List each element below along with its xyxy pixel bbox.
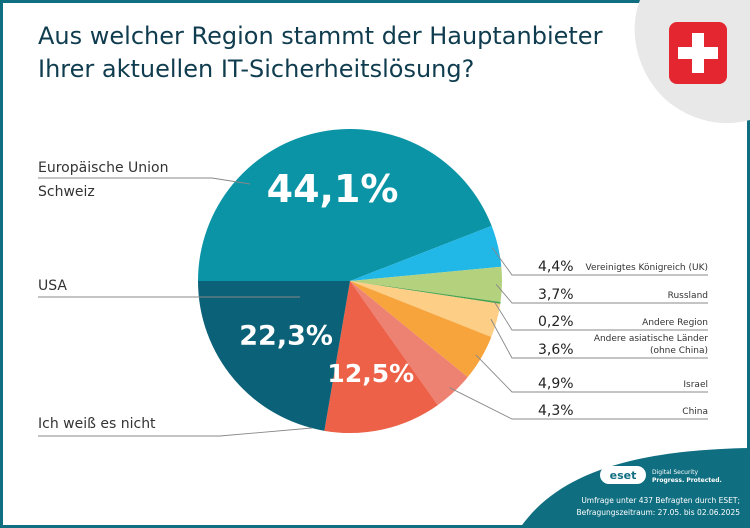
leader-line-china [449,387,708,420]
footer-band [520,448,750,528]
slice-value-schweiz: 44,1% [267,167,399,211]
leader-line-andere-asiatische-laender-ohne-china [490,318,708,359]
eset-tagline-1: Digital Security [652,469,698,476]
swiss-flag-icon [669,22,727,84]
pie-slice-andere-region [350,281,501,304]
legend-name-vereinigtes-koenigreich-uk: Vereinigtes Königreich (UK) [585,263,708,273]
legend-name-schweiz: Schweiz [38,184,95,200]
legend-value-andere-asiatische-laender-ohne-china: 3,6% [538,342,574,358]
leader-line-europaeische-union [38,177,251,185]
legend-value-andere-region: 0,2% [538,314,574,330]
pie-slice-vereinigtes-koenigreich-uk [350,225,502,281]
leader-line-ich-weiss-es-nicht [38,427,313,437]
slice-value-usa: 22,3% [239,321,333,352]
pie-slice-china [350,281,468,406]
eset-tagline-2: Progress. Protected. [652,477,722,484]
pie-slice-russland [350,266,503,302]
legend-value-china: 4,3% [538,403,574,419]
legend-value-vereinigtes-koenigreich-uk: 4,4% [538,259,574,275]
legend-name-ich-weiss-es-nicht: Ich weiß es nicht [38,416,156,432]
legend-name-europaeische-union: Europäische Union [38,160,168,176]
leader-line-andere-region [494,301,708,331]
pie-slice-schweiz [198,129,492,281]
pie-slice-andere-asiatische-laender-ohne-china [350,281,501,337]
legend-value-israel: 4,9% [538,376,574,392]
pie-slice-israel [350,281,492,378]
legend-name-israel: Israel [683,380,708,390]
leader-line-israel [475,354,708,393]
legend-name-line2-andere-asiatische-laender-ohne-china: (ohne China) [650,346,708,356]
legend-value-russland: 3,7% [538,287,574,303]
survey-note-2: Befragungszeitraum: 27.05. bis 02.06.202… [576,508,740,517]
title-line-1: Aus welcher Region stammt der Hauptanbie… [38,22,603,50]
eset-brand: eset [610,469,637,482]
eset-logo: eset [600,466,646,484]
legend-name-andere-region: Andere Region [642,318,708,328]
legend-name-usa: USA [38,278,67,294]
leader-line-russland [495,283,708,304]
pie-slice-usa [198,281,350,431]
page-title: Aus welcher Region stammt der Hauptanbie… [38,20,618,86]
slice-value-ich-weiss-es-nicht: 12,5% [327,359,414,388]
leader-line-vereinigtes-koenigreich-uk [491,247,708,276]
legend-name-china: China [682,407,708,417]
survey-note-1: Umfrage unter 437 Befragten durch ESET; [581,496,740,505]
legend-name-andere-asiatische-laender-ohne-china: Andere asiatische Länder [594,334,708,344]
title-line-2: Ihrer aktuellen IT-Sicherheitslösung? [38,55,475,83]
pie-slice-ich-weiss-es-nicht [324,281,438,434]
legend-name-russland: Russland [668,291,708,301]
